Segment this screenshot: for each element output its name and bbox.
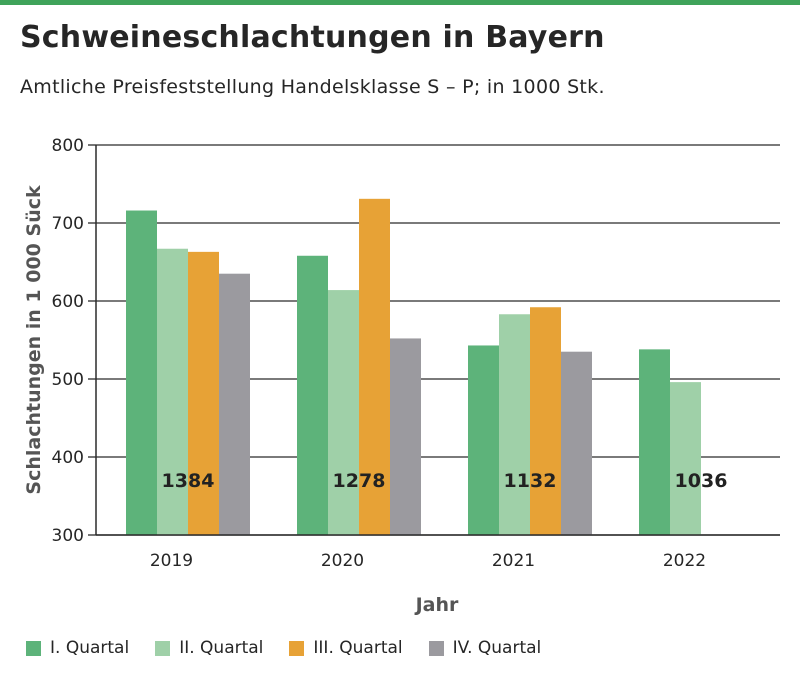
legend: I. Quartal II. Quartal III. Quartal IV. Qua… bbox=[26, 638, 567, 658]
bar-2020-q3 bbox=[359, 198, 390, 535]
legend-item-q1: I. Quartal bbox=[26, 638, 129, 658]
legend-label: IV. Quartal bbox=[452, 638, 542, 658]
bar-2019-q3 bbox=[188, 251, 219, 536]
total-label-2020: 1278 bbox=[333, 470, 386, 492]
total-label-2019: 1384 bbox=[162, 470, 215, 492]
chart-subtitle: Amtliche Preisfeststellung Handelsklasse… bbox=[20, 76, 605, 98]
y-tick-label: 300 bbox=[52, 526, 84, 546]
y-tick-label: 400 bbox=[52, 448, 84, 468]
y-tick-label: 800 bbox=[52, 136, 84, 156]
legend-item-q3: III. Quartal bbox=[289, 638, 403, 658]
bar-2019-q4 bbox=[219, 273, 250, 535]
total-label-2022: 1036 bbox=[675, 470, 728, 492]
x-tick-label: 2021 bbox=[492, 551, 535, 571]
x-tick-label: 2019 bbox=[150, 551, 193, 571]
legend-label: I. Quartal bbox=[50, 638, 130, 658]
y-tick-label: 700 bbox=[52, 214, 84, 234]
bar-2022-q1 bbox=[639, 349, 670, 535]
bar-2019-q2 bbox=[157, 248, 188, 536]
legend-item-q2: II. Quartal bbox=[155, 638, 263, 658]
legend-swatch bbox=[26, 640, 41, 656]
bar-2021-q2 bbox=[499, 314, 530, 535]
chart-title: Schweineschlachtungen in Bayern bbox=[20, 20, 605, 55]
x-tick-label: 2022 bbox=[663, 551, 706, 571]
total-label-2021: 1132 bbox=[504, 470, 557, 492]
bar-2022-q2 bbox=[670, 382, 701, 535]
bar-2020-q4 bbox=[390, 338, 421, 535]
bar-2019-q1 bbox=[126, 210, 157, 535]
bar-2021-q4 bbox=[561, 351, 592, 535]
x-tick-label: 2020 bbox=[321, 551, 364, 571]
y-tick-label: 500 bbox=[52, 370, 84, 390]
bar-2021-q3 bbox=[530, 307, 561, 535]
y-axis-label: Schlachtungen in 1 000 Sück bbox=[23, 185, 45, 495]
legend-swatch bbox=[155, 640, 171, 656]
legend-swatch bbox=[428, 640, 444, 656]
legend-label: II. Quartal bbox=[179, 638, 264, 658]
bar-2020-q2 bbox=[328, 290, 359, 535]
bar-2021-q1 bbox=[468, 345, 499, 535]
x-axis-label: Jahr bbox=[414, 594, 459, 616]
y-tick-label: 600 bbox=[52, 292, 84, 312]
legend-swatch bbox=[289, 640, 305, 656]
legend-item-q4: IV. Quartal bbox=[428, 638, 542, 658]
top-accent-bar bbox=[0, 0, 800, 5]
legend-label: III. Quartal bbox=[313, 638, 403, 658]
bar-2020-q1 bbox=[297, 255, 328, 535]
